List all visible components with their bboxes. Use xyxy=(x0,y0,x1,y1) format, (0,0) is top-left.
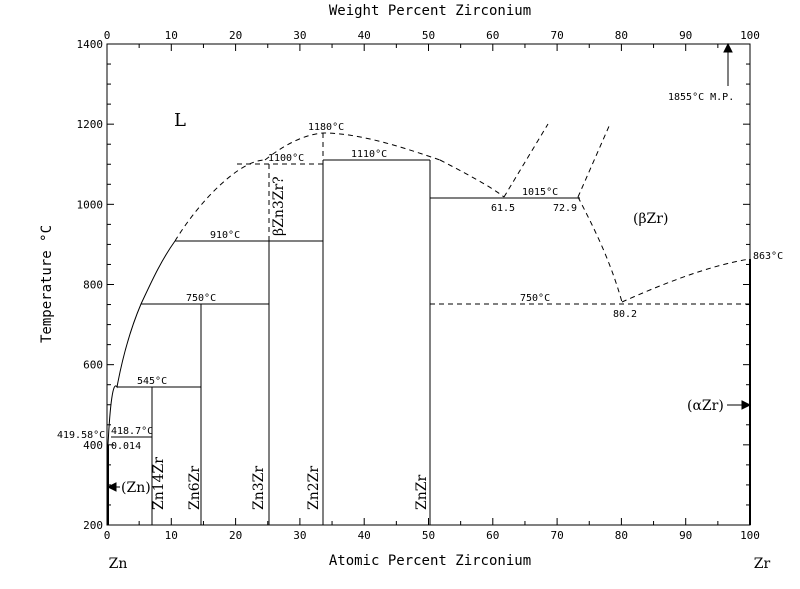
label-1015c: 1015°C xyxy=(522,187,558,198)
x-tick-label: 100 xyxy=(740,529,760,542)
phase-zn14zr: Zn14Zr xyxy=(151,457,167,510)
label-863c: 863°C xyxy=(753,251,783,262)
x-tick-label: 20 xyxy=(229,529,242,542)
phase-zn2zr: Zn2Zr xyxy=(306,466,322,510)
plot-frame xyxy=(106,43,751,526)
liquidus-upper-left xyxy=(174,159,266,242)
boundary-72-9 xyxy=(577,123,611,198)
label-750c-left: 750°C xyxy=(186,293,216,304)
right-element-label: Zr xyxy=(754,556,771,572)
top-tick-label: 0 xyxy=(104,29,111,42)
y-tick-label: 400 xyxy=(83,439,103,452)
zn-arrow-icon xyxy=(106,482,117,492)
label-419-58c: 419.58°C xyxy=(57,430,105,441)
label-0-014: 0.014 xyxy=(111,441,141,452)
label-1180c: 1180°C xyxy=(308,122,344,133)
x-tick-label: 80 xyxy=(615,529,628,542)
top-tick-label: 90 xyxy=(679,29,692,42)
y-tick-label: 1200 xyxy=(77,118,104,131)
dashed-boundaries xyxy=(174,123,751,305)
top-tick-label: 20 xyxy=(229,29,242,42)
melting-point-label: 1855°C M.P. xyxy=(668,92,734,103)
top-tick-label: 40 xyxy=(358,29,371,42)
phase-beta-zn3zr: βZn3Zr? xyxy=(271,176,287,236)
beta-zr-label: (βZr) xyxy=(633,211,668,227)
liquidus-right xyxy=(439,159,505,198)
label-61-5: 61.5 xyxy=(491,203,515,214)
x-tick-label: 90 xyxy=(679,529,692,542)
top-tick-label: 60 xyxy=(486,29,499,42)
y-tick-label: 600 xyxy=(83,359,103,372)
phase-znzr: ZnZr xyxy=(414,475,430,510)
alpha-beta-transus xyxy=(621,258,751,303)
x-tick-label: 10 xyxy=(165,529,178,542)
left-element-label: Zn xyxy=(109,556,128,572)
arrows xyxy=(106,42,752,492)
label-1100c: 1100°C xyxy=(268,153,304,164)
label-545c: 545°C xyxy=(137,376,167,387)
liquidus-top xyxy=(264,132,441,161)
axis-ticks: 0 10 20 30 40 50 60 70 80 90 1000 10 20 30 40 50 60 70 80 9… xyxy=(77,29,760,542)
beta-solvus xyxy=(577,196,623,303)
liquidus-left xyxy=(107,240,176,446)
top-axis-title: Weight Percent Zirconium xyxy=(329,3,531,19)
mp-arrow-icon xyxy=(723,42,733,53)
alpha-arrow-icon xyxy=(741,400,752,410)
label-418-7c: 418.7°C xyxy=(111,426,153,437)
label-1110c: 1110°C xyxy=(351,149,387,160)
solid-boundaries xyxy=(107,159,751,525)
x-tick-label: 70 xyxy=(550,529,563,542)
y-tick-label: 1000 xyxy=(77,198,104,211)
label-910c: 910°C xyxy=(210,230,240,241)
zn-phase-label: (Zn) xyxy=(121,480,151,496)
y-tick-label: 1400 xyxy=(77,38,104,51)
top-tick-label: 50 xyxy=(422,29,435,42)
x-tick-label: 30 xyxy=(293,529,306,542)
label-72-9: 72.9 xyxy=(553,203,577,214)
top-tick-label: 10 xyxy=(165,29,178,42)
alpha-zr-label: (αZr) xyxy=(687,398,724,414)
phase-zn3zr: Zn3Zr xyxy=(251,466,267,510)
left-axis-title: Temperature °C xyxy=(39,225,55,343)
y-tick-label: 200 xyxy=(83,519,103,532)
top-tick-label: 30 xyxy=(293,29,306,42)
bottom-axis-title: Atomic Percent Zirconium xyxy=(329,553,531,569)
top-tick-label: 80 xyxy=(615,29,628,42)
label-80-2: 80.2 xyxy=(613,309,637,320)
x-tick-label: 50 xyxy=(422,529,435,542)
phase-zn6zr: Zn6Zr xyxy=(187,466,203,510)
liquid-label: L xyxy=(174,110,186,131)
top-tick-label: 100 xyxy=(740,29,760,42)
top-tick-label: 70 xyxy=(550,29,563,42)
label-750c-right: 750°C xyxy=(520,293,550,304)
x-tick-label: 40 xyxy=(358,529,371,542)
x-tick-label: 0 xyxy=(104,529,111,542)
x-tick-label: 60 xyxy=(486,529,499,542)
y-tick-label: 800 xyxy=(83,279,103,292)
